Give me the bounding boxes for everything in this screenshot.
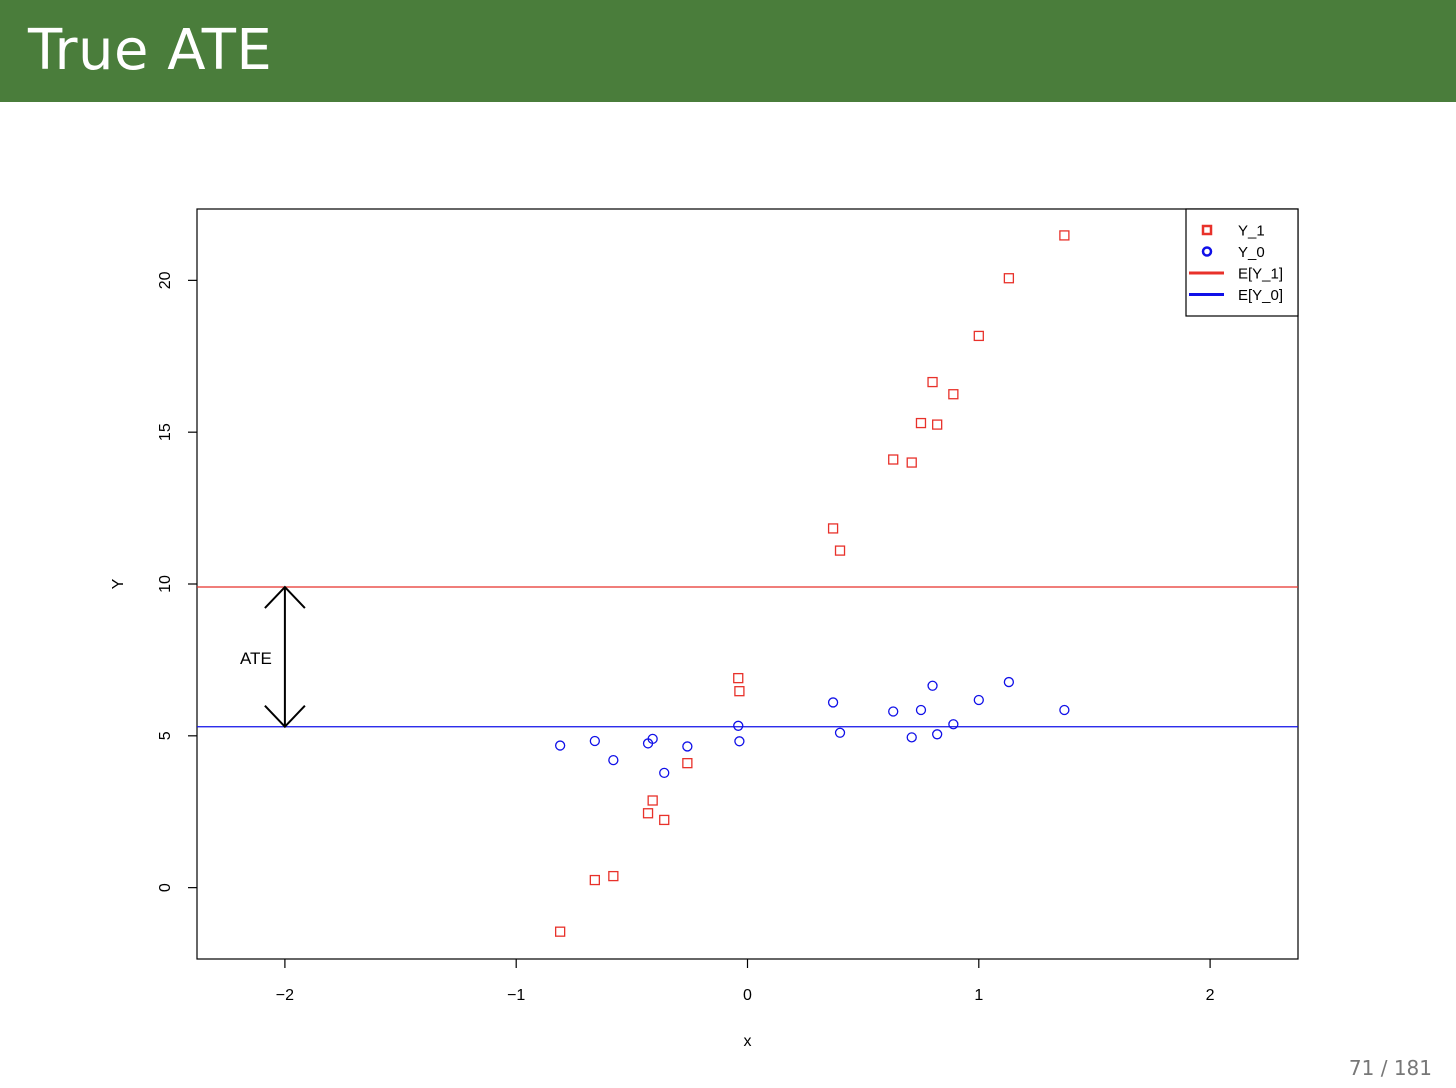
y-tick-label: 10: [157, 575, 174, 593]
x-tick-label: 2: [1206, 987, 1215, 1004]
y0-point: [1059, 704, 1070, 716]
y0-point: [608, 754, 619, 766]
y0-point: [973, 694, 984, 706]
y1-point: [834, 545, 846, 556]
legend-label: Y_0: [1238, 244, 1265, 261]
legend-label: Y_1: [1238, 223, 1265, 240]
y0-point: [834, 727, 846, 738]
legend-marker-circle: [1201, 246, 1213, 257]
x-axis-label: x: [744, 1033, 752, 1050]
y0-point: [682, 741, 693, 752]
y1-point: [554, 926, 566, 937]
plot-frame: [196, 208, 1299, 960]
y1-point: [932, 419, 943, 430]
x-tick-label: 1: [974, 987, 983, 1004]
ate-arrow-head-top: [264, 585, 306, 609]
y1-point: [973, 330, 984, 342]
slide-header: True ATE: [0, 0, 1456, 102]
y1-point: [642, 808, 654, 819]
y1-point: [734, 686, 745, 697]
y1-point: [733, 672, 744, 684]
y1-point: [915, 417, 927, 429]
y-axis-label: Y: [110, 578, 127, 589]
y-tick-label: 0: [157, 883, 174, 892]
y1-point: [1059, 230, 1070, 241]
y0-point: [554, 740, 566, 751]
x-tick-label: −1: [507, 987, 525, 1004]
y1-point: [906, 457, 917, 468]
y1-point: [589, 874, 600, 886]
y-tick-label: 5: [157, 731, 174, 740]
y0-point: [906, 732, 917, 743]
x-tick-label: −2: [276, 987, 294, 1004]
y0-point: [915, 704, 927, 716]
y0-point: [1003, 676, 1015, 688]
y0-point: [827, 697, 839, 708]
y1-point: [888, 454, 899, 465]
y0-point: [948, 719, 959, 730]
y1-point: [682, 757, 693, 769]
y1-point: [927, 376, 938, 388]
y0-point: [734, 736, 745, 747]
y1-point: [948, 389, 959, 400]
y-tick-label: 15: [157, 423, 174, 441]
y0-point: [888, 706, 899, 717]
legend-label: E[Y_0]: [1238, 287, 1283, 304]
y0-point: [589, 735, 600, 747]
y0-point: [932, 729, 943, 740]
page-number: 71 / 181: [1348, 1056, 1432, 1080]
legend-marker-square: [1201, 224, 1213, 236]
y0-point: [647, 733, 658, 745]
y0-point: [927, 680, 938, 691]
slide-title: True ATE: [28, 18, 273, 83]
ate-arrow-head-bottom: [264, 705, 306, 729]
y0-point: [733, 720, 744, 731]
y1-point: [659, 814, 670, 826]
x-tick-label: 0: [743, 987, 752, 1004]
y1-point: [647, 795, 658, 806]
y1-point: [608, 870, 619, 882]
y1-point: [827, 523, 839, 534]
y0-point: [659, 767, 670, 779]
y-tick-label: 20: [157, 271, 174, 289]
legend-label: E[Y_1]: [1238, 266, 1283, 283]
y1-point: [1003, 273, 1015, 284]
ate-label: ATE: [240, 649, 272, 668]
